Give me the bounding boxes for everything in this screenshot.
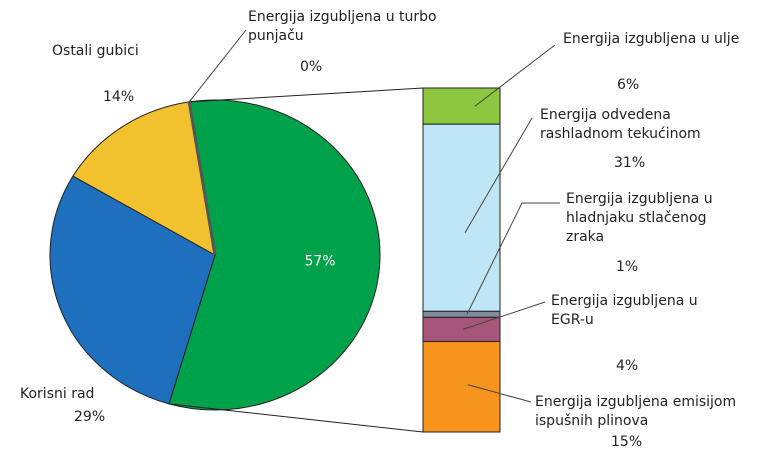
slice-name: Ostali gubici — [52, 43, 139, 59]
leader-line — [474, 44, 556, 107]
pie-slice — [49, 175, 216, 405]
bar-segment — [422, 123, 501, 312]
slice-label: 29% — [74, 409, 106, 425]
slice-label: 57% — [304, 253, 336, 270]
pie-slice — [72, 101, 216, 256]
segment-label: 31% — [614, 155, 646, 171]
bar-segment — [422, 310, 501, 318]
bar-segment — [422, 340, 501, 433]
segment-name: Energija izgubljena emisijom ispušnih pl… — [535, 394, 737, 429]
connector — [189, 87, 424, 103]
connector — [168, 403, 424, 433]
slice-label: 14% — [103, 89, 135, 105]
leader-line — [467, 384, 532, 403]
segment-label: 6% — [617, 77, 640, 93]
segment-label: 4% — [616, 358, 639, 374]
slice-name: Korisni rad — [20, 386, 95, 402]
leader-line — [462, 301, 546, 330]
leader-line — [464, 117, 533, 234]
segment-label: 1% — [616, 259, 639, 275]
pie-slice — [187, 101, 217, 256]
slice-label: 0% — [300, 59, 323, 75]
segment-name: Energija odvedena rashladnom tekućinom — [540, 107, 701, 142]
segment-name: Energija izgubljena u ulje — [563, 31, 740, 47]
slice-name: Energija izgubljena u turbo punjaču — [248, 9, 437, 44]
leader-line — [466, 202, 560, 315]
segment-name: Energija izgubljena u EGR-u — [551, 293, 698, 328]
leader-line — [188, 29, 247, 103]
bar-segment — [422, 87, 501, 125]
pie-slice — [168, 99, 381, 411]
segment-name: Energija izgubljena u hladnjaku stlačeno… — [566, 191, 713, 245]
segment-label: 15% — [611, 434, 643, 450]
